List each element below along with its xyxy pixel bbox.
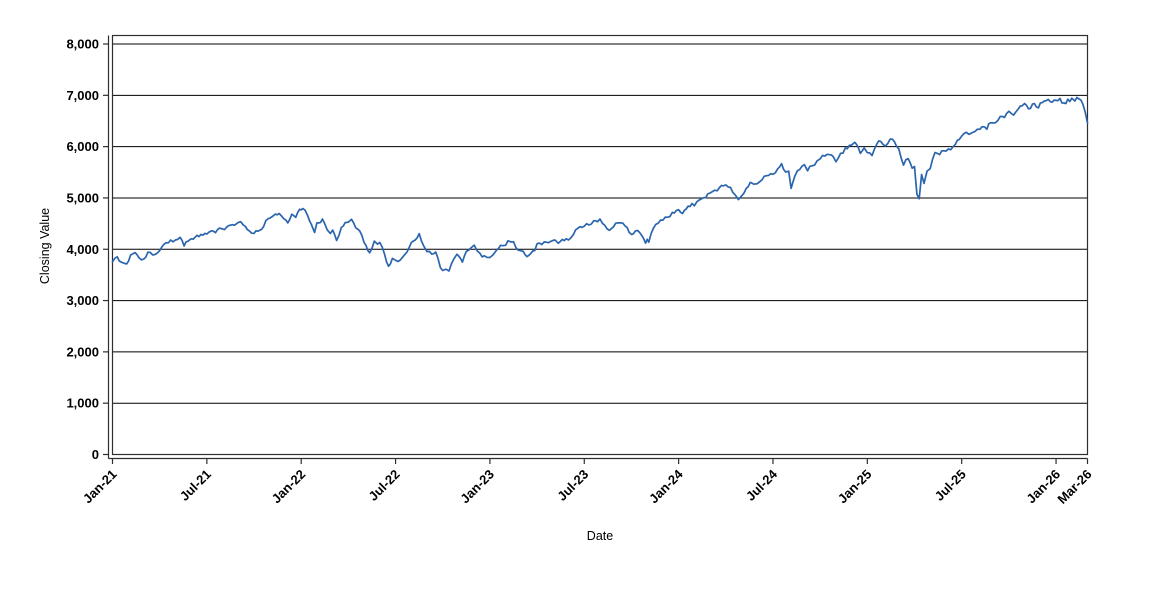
x-tick-label: Jul-23 <box>554 467 591 504</box>
y-tick-label: 6,000 <box>66 139 99 154</box>
y-tick-label: 1,000 <box>66 396 99 411</box>
x-tick-label: Jan-22 <box>269 467 309 507</box>
x-tick-label: Jan-25 <box>835 467 875 507</box>
x-tick-label: Jul-22 <box>366 467 403 504</box>
x-tick-label: Jan-23 <box>457 467 497 507</box>
price-series <box>111 96 1089 272</box>
gridlines <box>112 43 1088 455</box>
y-tick-label: 5,000 <box>66 190 99 205</box>
x-tick-label: Mar-26 <box>1054 467 1094 507</box>
y-tick-label: 4,000 <box>66 242 99 257</box>
price-line <box>111 96 1089 272</box>
y-axis-title: Closing Value <box>38 208 52 284</box>
x-tick-label: Jul-25 <box>932 467 969 504</box>
y-tick-label: 2,000 <box>66 344 99 359</box>
axes: 0 1,000 2,000 3,000 4,000 5,000 6,000 7,000 8,00… <box>66 34 1095 507</box>
y-tick-label: 7,000 <box>66 88 99 103</box>
plot-border <box>111 34 1089 456</box>
x-tick-label: Jul-24 <box>743 466 781 504</box>
x-tick-label: Jan-21 <box>80 467 120 507</box>
x-tick-label: Jan-24 <box>646 466 686 506</box>
y-tick-label: 8,000 <box>66 37 99 52</box>
x-axis-title: Date <box>587 529 613 543</box>
y-tick-label: 0 <box>92 447 99 462</box>
x-tick-label: Jul-21 <box>177 467 214 504</box>
y-tick-label: 3,000 <box>66 293 99 308</box>
